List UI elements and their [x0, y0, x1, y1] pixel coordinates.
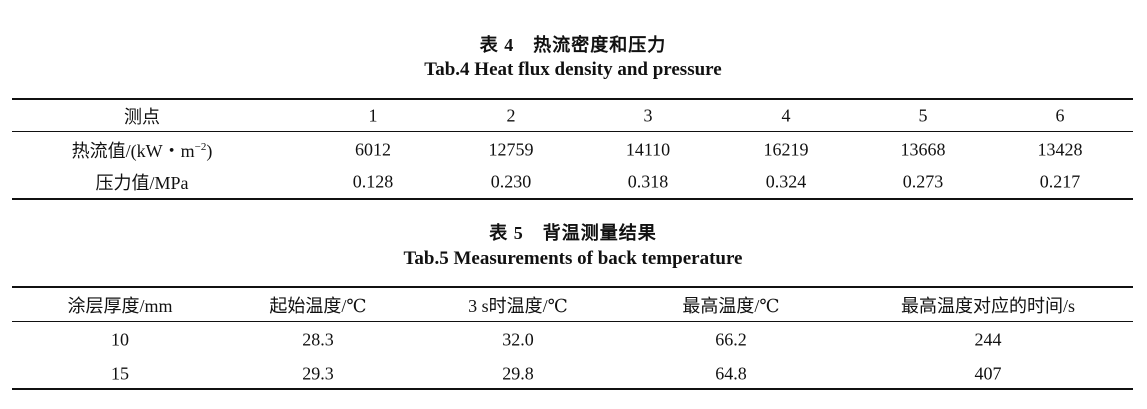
table-caption-en: Tab.4 Heat flux density and pressure [424, 59, 722, 80]
table-cell: 压力值/MPa [95, 173, 189, 193]
table-cell: 16219 [763, 139, 809, 160]
table-cell: 13668 [900, 139, 946, 160]
table-cell: 0.230 [490, 171, 532, 192]
header-cell: 测点 [124, 107, 160, 127]
table-rule [12, 286, 1133, 288]
table-rule [12, 388, 1133, 390]
table-cell: 热流值/(kW・m−2) [72, 137, 213, 163]
table-rule [12, 131, 1133, 132]
header-cell: 6 [1055, 105, 1065, 126]
header-cell: 最高温度对应的时间/s [900, 296, 1076, 316]
header-cell: 1 [368, 105, 378, 126]
header-cell: 3 [643, 105, 653, 126]
header-cell: 2 [506, 105, 516, 126]
table-cell: 13428 [1037, 139, 1083, 160]
table-cell: 32.0 [502, 329, 534, 350]
header-cell: 4 [781, 105, 791, 126]
header-cell: 5 [918, 105, 928, 126]
table-cell: 14110 [625, 139, 671, 160]
table-cell: 0.324 [765, 171, 807, 192]
table-cell: 0.217 [1039, 171, 1081, 192]
table-cell: 0.318 [627, 171, 669, 192]
header-cell: 最高温度/℃ [682, 296, 780, 316]
cell-text: ) [206, 141, 213, 161]
table-cell: 12759 [488, 139, 534, 160]
cell-text: 热流值/(kW・m [71, 141, 195, 161]
table-cell: 15 [111, 363, 129, 384]
header-cell: 3 s时温度/℃ [468, 296, 568, 316]
table-rule [12, 198, 1133, 200]
table-caption: 表 4 热流密度和压力 [479, 35, 667, 55]
table-cell: 10 [111, 329, 129, 350]
table-caption: 表 5 背温测量结果 [489, 223, 657, 243]
table-cell: 0.128 [352, 171, 394, 192]
superscript: −2 [194, 141, 207, 153]
table-cell: 6012 [355, 139, 391, 160]
table-cell: 64.8 [715, 363, 747, 384]
table-cell: 244 [974, 329, 1002, 350]
table-cell: 29.3 [302, 363, 334, 384]
table-rule [12, 98, 1133, 100]
table-rule [12, 321, 1133, 322]
table-cell: 29.8 [502, 363, 534, 384]
table-cell: 0.273 [902, 171, 944, 192]
header-cell: 涂层厚度/mm [67, 296, 173, 316]
header-cell: 起始温度/℃ [269, 296, 367, 316]
table-caption-en: Tab.5 Measurements of back temperature [403, 248, 743, 269]
table-cell: 66.2 [715, 329, 747, 350]
table-cell: 28.3 [302, 329, 334, 350]
table-cell: 407 [974, 363, 1002, 384]
